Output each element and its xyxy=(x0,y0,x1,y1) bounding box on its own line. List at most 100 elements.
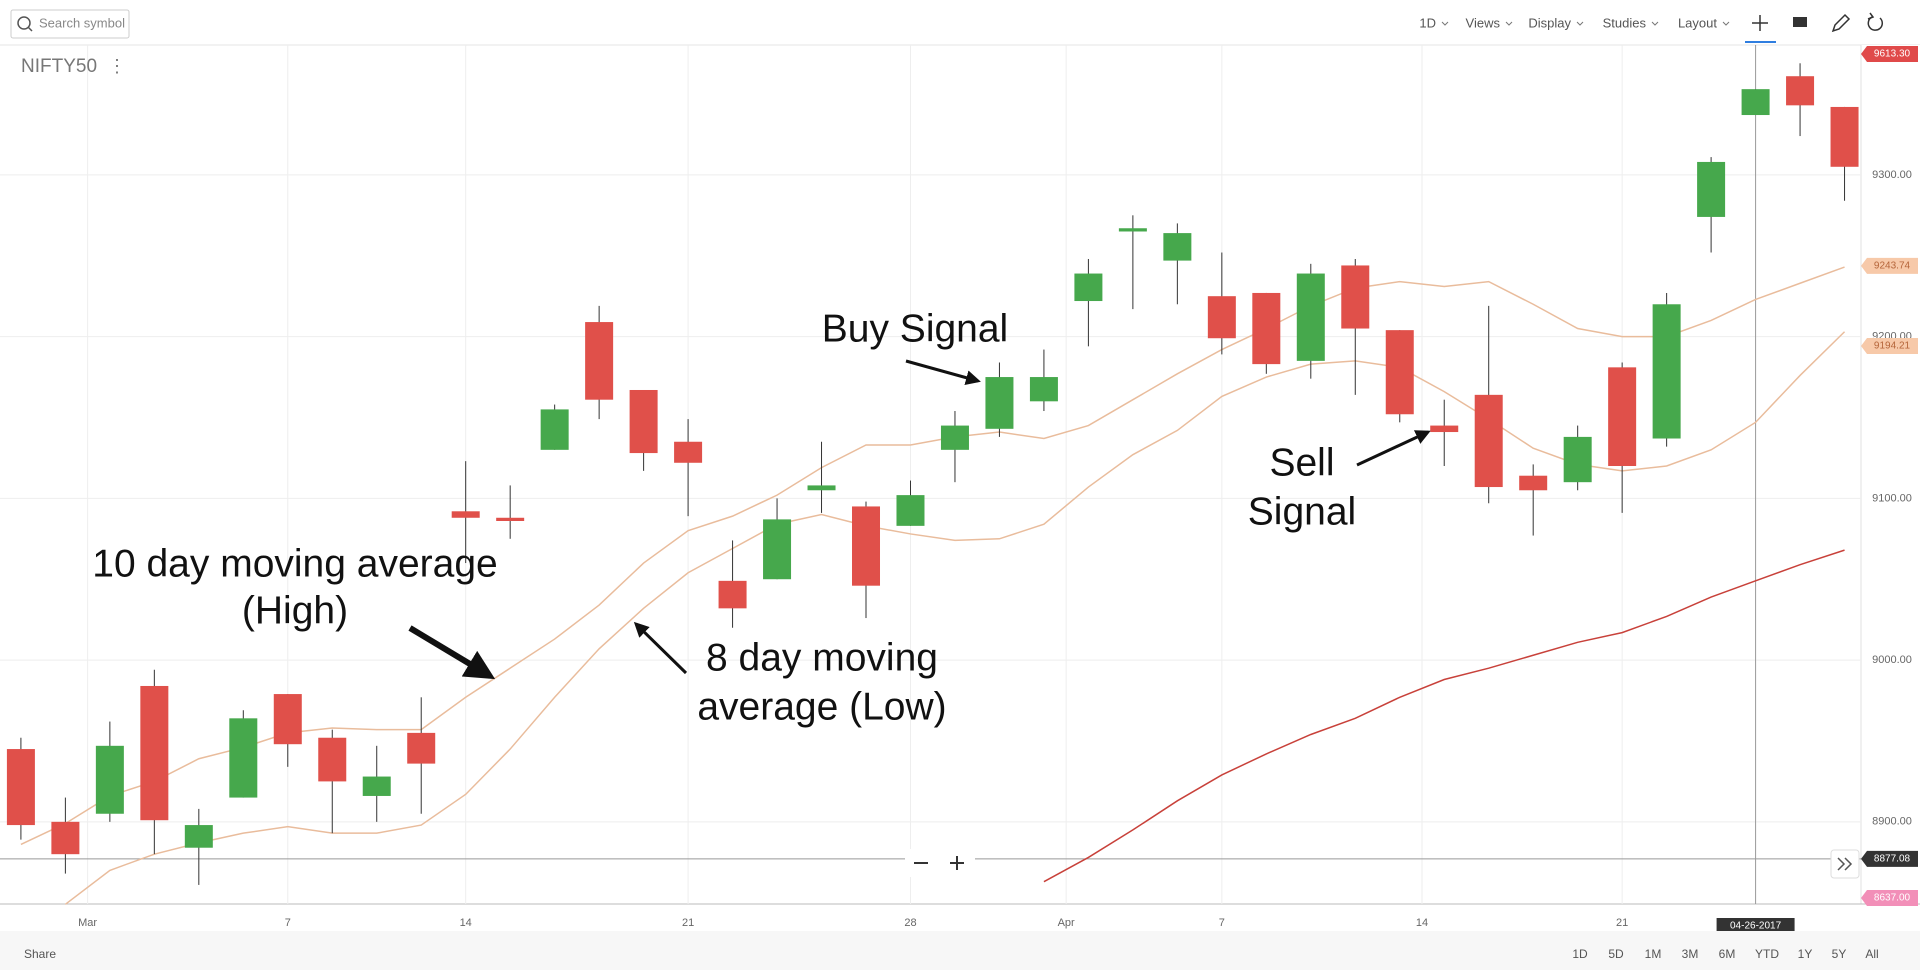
x-tick-label: Mar xyxy=(78,917,97,929)
y-tick-label: 8900.00 xyxy=(1872,816,1912,828)
annotation: Buy Signal xyxy=(822,307,1008,350)
candle-body xyxy=(1474,394,1503,488)
annotation: Signal xyxy=(1248,490,1356,533)
annotation: (High) xyxy=(242,589,348,632)
candle-body xyxy=(1385,330,1414,415)
candle-body xyxy=(1786,76,1815,106)
candle-body xyxy=(273,694,302,745)
search-box[interactable] xyxy=(10,9,130,39)
menus: 1D Views Display Studies Layout xyxy=(1419,15,1730,30)
search-icon xyxy=(17,16,31,30)
footer xyxy=(0,931,1920,970)
range-button[interactable]: 3M xyxy=(1682,947,1699,961)
price-tag xyxy=(1861,890,1918,906)
range-button[interactable]: 1Y xyxy=(1798,947,1813,961)
candle-body xyxy=(51,821,80,855)
candle-body xyxy=(140,685,169,821)
candle-body xyxy=(229,718,258,798)
candle-body xyxy=(1118,228,1147,232)
candle-body xyxy=(940,425,969,450)
candle-body xyxy=(6,749,35,826)
menu-item[interactable]: Layout xyxy=(1678,15,1717,30)
comment-tool[interactable] xyxy=(1793,17,1807,27)
price-tag xyxy=(1861,46,1918,62)
range-button[interactable]: 5Y xyxy=(1832,947,1847,961)
candle-body xyxy=(184,825,213,848)
x-tick-label: 14 xyxy=(460,917,472,929)
candle-body xyxy=(1652,304,1681,439)
range-button[interactable]: 5D xyxy=(1608,947,1624,961)
candle-body xyxy=(763,519,792,580)
menu-chevron xyxy=(1651,21,1659,26)
candle-body xyxy=(1029,377,1058,402)
x-tick-label: 28 xyxy=(904,917,916,929)
x-tick-label: 7 xyxy=(1219,917,1225,929)
draw-tool[interactable] xyxy=(1831,13,1851,33)
menu-item[interactable]: Studies xyxy=(1603,15,1647,30)
y-tick-label: 9000.00 xyxy=(1872,654,1912,666)
menu-item[interactable]: Views xyxy=(1466,15,1501,30)
candle-body xyxy=(451,511,480,518)
candle-body xyxy=(1207,296,1236,339)
menu-chevron xyxy=(1722,21,1730,26)
moving-average-line xyxy=(64,331,1846,905)
candle-body xyxy=(1430,425,1459,433)
price-tag-label: 8877.08 xyxy=(1874,854,1911,865)
reset-tool-arrow xyxy=(1867,12,1875,20)
candle-body xyxy=(1519,475,1548,491)
menu-item[interactable]: 1D xyxy=(1419,15,1436,30)
candle-body xyxy=(95,745,124,814)
candle-body xyxy=(318,737,347,782)
candle-body xyxy=(540,409,569,450)
candle-body xyxy=(718,580,747,609)
price-axis xyxy=(1861,45,1920,904)
toolbar xyxy=(0,0,1920,45)
candle-body xyxy=(629,389,658,454)
candle-body xyxy=(896,495,925,526)
annotation: Sell xyxy=(1269,441,1334,484)
share-button[interactable]: Share xyxy=(24,947,56,961)
candle-body xyxy=(1697,161,1726,217)
range-button[interactable]: 6M xyxy=(1719,947,1736,961)
candle-body xyxy=(1341,265,1370,329)
candle-body xyxy=(852,506,881,586)
crosshair-tool[interactable] xyxy=(1752,15,1768,31)
candle-body xyxy=(1608,367,1637,467)
annotation: 10 day moving average xyxy=(92,542,497,585)
price-tag-label: 9243.74 xyxy=(1874,261,1911,272)
crosshair-date-box xyxy=(1716,918,1795,934)
candle-body xyxy=(1074,273,1103,302)
annotation: 8 day moving xyxy=(706,636,938,679)
range-button[interactable]: All xyxy=(1865,947,1878,961)
symbol-label[interactable]: NIFTY50 xyxy=(21,56,97,77)
symbol-menu[interactable]: ⋮ xyxy=(108,56,126,76)
x-tick-label: 14 xyxy=(1416,917,1428,929)
y-tick-label: 9100.00 xyxy=(1872,492,1912,504)
menu-chevron xyxy=(1576,21,1584,26)
price-tag-label: 9194.21 xyxy=(1874,341,1911,352)
reset-tool[interactable] xyxy=(1867,16,1884,31)
menu-chevron xyxy=(1441,21,1449,26)
candle-body xyxy=(585,322,614,400)
candle-body xyxy=(985,377,1014,429)
candle-body xyxy=(1830,106,1859,167)
candle-body xyxy=(1296,273,1325,361)
range-button[interactable]: 1D xyxy=(1572,947,1588,961)
range-button[interactable]: YTD xyxy=(1755,947,1779,961)
search-placeholder[interactable]: Search symbol xyxy=(39,15,125,30)
x-tick-label: Apr xyxy=(1058,917,1075,929)
candle-body xyxy=(1563,436,1592,483)
candle-body xyxy=(362,776,391,796)
range-button[interactable]: 1M xyxy=(1645,947,1662,961)
search-icon-handle xyxy=(27,26,33,32)
annotation-arrow xyxy=(905,359,981,386)
price-tag-label: 8637.00 xyxy=(1874,893,1911,904)
candle-body xyxy=(407,732,436,764)
zoom-in[interactable] xyxy=(950,856,964,870)
annotation: average (Low) xyxy=(697,685,946,728)
candle-body xyxy=(1741,89,1770,116)
moving-average-line xyxy=(1043,549,1845,883)
menu-item[interactable]: Display xyxy=(1528,15,1571,30)
